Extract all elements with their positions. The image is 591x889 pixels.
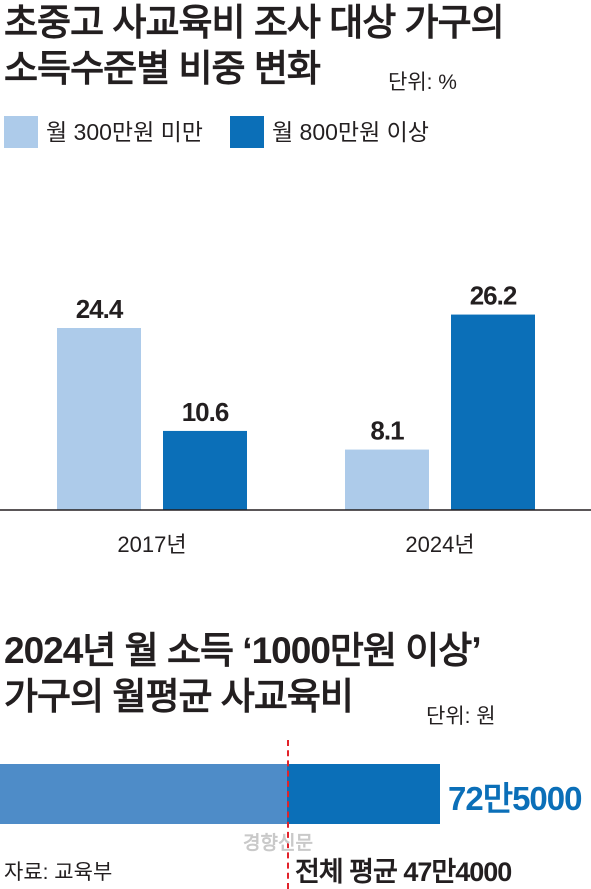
legend-label-under-300: 월 300만원 미만 [46, 119, 203, 145]
chart-unit: 단위: % [388, 71, 457, 94]
data-label-2024-series-2: 26.2 [470, 281, 517, 311]
chart-title-line-1: 초중고 사교육비 조사 대상 가구의 [4, 2, 505, 43]
data-label-2017-series-1: 24.4 [76, 294, 124, 324]
source-note: 자료: 교육부 [4, 861, 113, 884]
data-label-2024-series-1: 8.1 [370, 416, 404, 446]
legend-swatch-over-800 [230, 116, 264, 148]
bar-2024-series-2 [451, 314, 535, 510]
bar-chart: 24.4 10.6 2017년 8.1 26.2 2024년 [0, 281, 591, 557]
average-marker-line [287, 740, 289, 889]
hbar-title-line-2: 가구의 월평균 사교육비 [4, 676, 354, 717]
hbar-title-line-1: 2024년 월 소득 ‘1000만원 이상’ [4, 630, 482, 671]
hbar-above-average-segment [287, 764, 440, 824]
bar-2017-series-2 [163, 430, 247, 510]
category-label-2024: 2024년 [405, 532, 474, 557]
category-label-2017: 2017년 [117, 532, 186, 557]
legend-swatch-under-300 [4, 116, 38, 148]
hbar-unit: 단위: 원 [426, 705, 496, 728]
watermark: 경향신문 [243, 833, 313, 854]
hbar-value-label: 72만5000 [448, 780, 582, 817]
hbar-average-segment [0, 764, 287, 824]
bar-2024-series-1 [345, 449, 429, 510]
bar-2017-series-1 [57, 328, 141, 510]
chart-title-line-2: 소득수준별 비중 변화 [4, 48, 321, 89]
data-label-2017-series-2: 10.6 [182, 397, 229, 427]
average-label: 전체 평균 47만4000 [295, 857, 512, 887]
legend-label-over-800: 월 800만원 이상 [272, 119, 429, 145]
